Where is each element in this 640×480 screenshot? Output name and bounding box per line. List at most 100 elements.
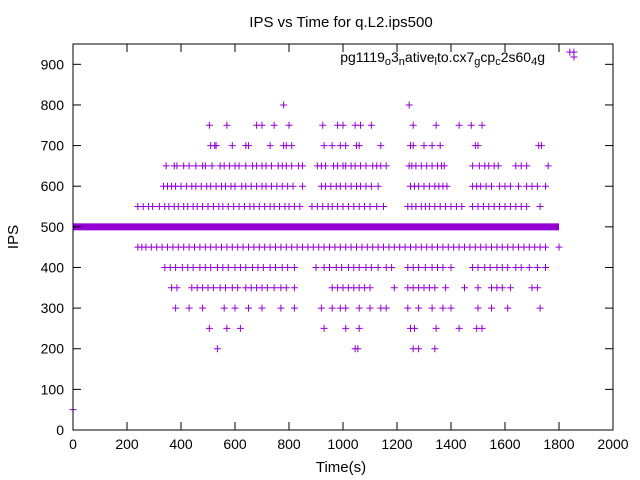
data-point xyxy=(355,304,363,312)
data-point xyxy=(390,284,398,292)
data-point xyxy=(382,304,390,312)
data-point xyxy=(377,142,385,150)
data-point xyxy=(342,142,350,150)
data-point xyxy=(415,345,423,353)
data-point xyxy=(288,142,296,150)
data-point xyxy=(172,263,180,271)
data-point xyxy=(235,162,243,170)
legend-marker xyxy=(570,53,578,61)
data-point xyxy=(222,284,230,292)
data-point xyxy=(467,121,475,129)
chart-title: IPS vs Time for q.L2.ips500 xyxy=(249,14,432,31)
data-point xyxy=(366,203,374,211)
data-point xyxy=(488,304,495,312)
data-point xyxy=(421,263,429,271)
data-point xyxy=(478,121,486,129)
x-tick-label: 2000 xyxy=(597,436,628,452)
data-point xyxy=(223,121,231,129)
data-point xyxy=(455,324,463,332)
data-point xyxy=(277,304,285,312)
data-point xyxy=(494,162,502,170)
data-point xyxy=(431,345,439,353)
data-point xyxy=(258,304,266,312)
data-point xyxy=(355,142,363,150)
data-point xyxy=(461,284,468,292)
data-point xyxy=(199,304,207,312)
x-tick-label: 200 xyxy=(115,436,139,452)
data-point xyxy=(415,263,423,271)
y-tick-label: 200 xyxy=(41,341,65,357)
data-point xyxy=(355,263,363,271)
data-point xyxy=(192,162,200,170)
data-point xyxy=(299,182,306,190)
y-tick-label: 600 xyxy=(41,178,65,194)
data-point xyxy=(342,324,350,332)
data-point xyxy=(420,142,428,150)
data-point xyxy=(411,324,419,332)
data-point xyxy=(173,284,181,292)
data-point xyxy=(266,142,274,150)
data-point xyxy=(185,304,193,312)
data-point xyxy=(542,182,549,190)
data-point xyxy=(506,182,514,190)
data-point xyxy=(525,263,533,271)
data-point xyxy=(366,304,374,312)
data-point xyxy=(201,162,209,170)
data-point xyxy=(488,182,495,190)
y-tick-label: 700 xyxy=(41,138,65,154)
data-point xyxy=(374,182,382,190)
data-point xyxy=(189,263,197,271)
data-point xyxy=(245,142,252,150)
data-point xyxy=(432,324,440,332)
data-point xyxy=(380,203,387,211)
data-point xyxy=(272,263,279,271)
data-point xyxy=(282,284,290,292)
data-point-run xyxy=(73,223,559,231)
data-point xyxy=(447,263,455,271)
data-point xyxy=(288,162,296,170)
data-point xyxy=(290,304,298,312)
data-point xyxy=(205,121,213,129)
data-point xyxy=(469,162,477,170)
data-point xyxy=(533,182,541,190)
data-point xyxy=(342,304,350,312)
data-point xyxy=(320,142,328,150)
y-tick-label: 300 xyxy=(41,300,65,316)
data-point xyxy=(517,263,525,271)
data-point xyxy=(209,284,217,292)
data-point xyxy=(290,284,298,292)
data-point xyxy=(236,324,244,332)
data-point xyxy=(542,243,549,251)
data-point xyxy=(185,162,193,170)
x-tick-label: 800 xyxy=(277,436,301,452)
data-point xyxy=(478,324,486,332)
y-tick-label: 0 xyxy=(56,422,64,438)
x-axis: 0 200 400 600 800 1000 1200 1400 1600 1800 2000 xyxy=(69,44,629,452)
data-point xyxy=(357,121,365,129)
data-point xyxy=(374,263,382,271)
data-point xyxy=(290,263,298,271)
data-point xyxy=(439,263,447,271)
data-point xyxy=(415,304,423,312)
data-point xyxy=(431,284,439,292)
data-point xyxy=(405,101,413,109)
data-point xyxy=(205,324,213,332)
x-tick-label: 600 xyxy=(223,436,247,452)
data-point xyxy=(259,263,267,271)
y-tick-label: 900 xyxy=(41,56,65,72)
data-point xyxy=(242,263,250,271)
data-point xyxy=(506,284,514,292)
data-point xyxy=(566,48,574,56)
data-point xyxy=(312,263,320,271)
x-tick-label: 1200 xyxy=(381,436,412,452)
data-point xyxy=(536,304,544,312)
data-point xyxy=(258,121,266,129)
data-point xyxy=(339,121,347,129)
data-point xyxy=(326,263,333,271)
data-point xyxy=(404,304,412,312)
data-point xyxy=(338,263,346,271)
y-tick-label: 400 xyxy=(41,259,65,275)
data-point xyxy=(245,304,252,312)
data-point xyxy=(432,121,440,129)
data-point xyxy=(321,162,329,170)
